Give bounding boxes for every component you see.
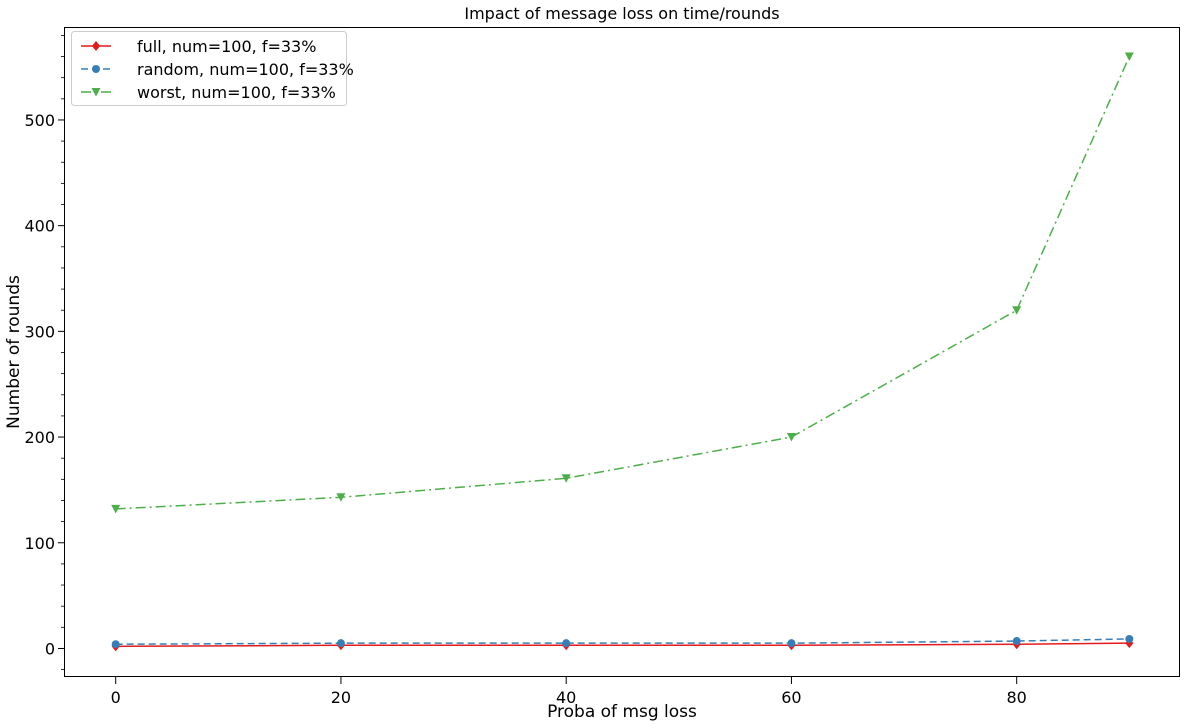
chart-title: Impact of message loss on time/rounds bbox=[464, 4, 779, 23]
legend-entry: random, num=100, f=33% bbox=[81, 60, 354, 79]
y-tick-label: 0 bbox=[45, 639, 55, 658]
legend-entry: worst, num=100, f=33% bbox=[81, 83, 336, 102]
series-1 bbox=[111, 634, 1134, 649]
data-point bbox=[111, 640, 120, 649]
series-line bbox=[115, 638, 1130, 645]
y-tick-label: 100 bbox=[24, 534, 55, 553]
legend: full, num=100, f=33% random, num=100, f=3… bbox=[71, 31, 354, 106]
data-point bbox=[336, 493, 346, 502]
data-point bbox=[1124, 52, 1134, 62]
data-point bbox=[787, 639, 796, 648]
series-line bbox=[115, 56, 1131, 510]
legend-label: full, num=100, f=33% bbox=[137, 37, 316, 56]
x-tick-label: 60 bbox=[781, 688, 801, 707]
y-axis-ticks: 0 100 200 300 400 500 bbox=[24, 111, 65, 658]
data-point bbox=[786, 433, 796, 442]
data-point bbox=[1012, 637, 1021, 646]
legend-box bbox=[71, 31, 347, 106]
legend-marker bbox=[92, 65, 100, 73]
y-tick-label: 400 bbox=[24, 217, 55, 236]
data-point bbox=[1012, 306, 1022, 315]
data-point bbox=[336, 639, 345, 648]
legend-marker bbox=[91, 88, 101, 97]
series-2 bbox=[111, 52, 1134, 514]
x-tick-label: 40 bbox=[556, 688, 576, 707]
x-axis-ticks: 0 20 40 60 80 bbox=[111, 677, 1027, 707]
x-tick-label: 0 bbox=[111, 688, 121, 707]
series-layer bbox=[111, 52, 1134, 652]
x-tick-label: 20 bbox=[331, 688, 351, 707]
plot-frame bbox=[64, 27, 1180, 677]
y-axis-label: Number of rounds bbox=[4, 275, 24, 429]
x-axis-label: Proba of msg loss bbox=[547, 702, 697, 722]
y-tick-label: 500 bbox=[24, 111, 55, 130]
y-tick-label: 300 bbox=[24, 322, 55, 341]
x-tick-label: 80 bbox=[1007, 688, 1027, 707]
y-tick-label: 200 bbox=[24, 428, 55, 447]
legend-label: worst, num=100, f=33% bbox=[137, 83, 336, 102]
data-point bbox=[562, 639, 571, 648]
data-point bbox=[1125, 634, 1134, 643]
legend-label: random, num=100, f=33% bbox=[137, 60, 354, 79]
legend-entry: full, num=100, f=33% bbox=[81, 37, 316, 56]
legend-marker bbox=[92, 41, 100, 51]
data-point bbox=[561, 474, 571, 483]
data-point bbox=[111, 504, 121, 514]
series-line bbox=[115, 642, 1130, 648]
